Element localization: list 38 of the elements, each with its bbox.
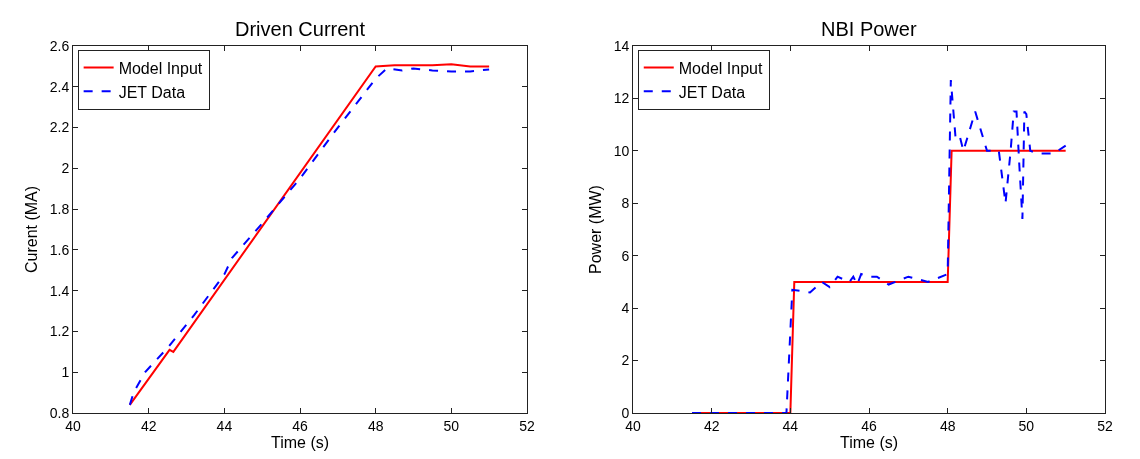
y-tick-label: 2.4	[49, 78, 70, 95]
x-axis-title: Time (s)	[271, 433, 330, 451]
y-tick-label: 1.6	[49, 241, 70, 258]
y-tick-label: 2	[621, 352, 630, 369]
chart-title: Driven Current	[235, 18, 366, 40]
legend-label: Model Input	[678, 59, 763, 77]
y-tick-label: 1.2	[49, 323, 70, 340]
y-tick-label: 1	[61, 364, 70, 381]
x-tick-label: 52	[519, 417, 535, 434]
x-tick-label: 46	[861, 417, 878, 434]
y-tick-label: 2	[61, 160, 70, 177]
x-tick-label: 48	[939, 417, 956, 434]
chart-title: NBI Power	[821, 18, 917, 40]
legend-label: Model Input	[118, 59, 203, 77]
y-tick-label: 2.2	[49, 119, 70, 136]
y-tick-label: 10	[613, 142, 630, 159]
y-tick-label: 1.8	[49, 201, 70, 218]
y-tick-label: 6	[621, 247, 630, 264]
x-tick-label: 52	[1097, 417, 1113, 434]
y-tick-label: 14	[613, 37, 630, 54]
legend-label: JET Data	[118, 83, 186, 101]
y-tick-label: 1.4	[49, 282, 70, 299]
x-axis-title: Time (s)	[839, 433, 899, 451]
x-tick-label: 42	[140, 417, 157, 434]
x-tick-label: 44	[216, 417, 233, 434]
x-tick-label: 48	[367, 417, 384, 434]
y-axis-title: Curent (MA)	[22, 185, 40, 274]
y-tick-label: 4	[621, 300, 630, 317]
x-tick-label: 42	[703, 417, 720, 434]
x-tick-label: 50	[1018, 417, 1035, 434]
x-tick-label: 46	[292, 417, 309, 434]
legend-label: JET Data	[678, 83, 746, 101]
y-tick-label: 2.6	[49, 37, 70, 54]
y-tick-label: 8	[621, 195, 630, 212]
y-axis-title: Power (MW)	[586, 185, 604, 274]
y-tick-label: 12	[613, 90, 630, 107]
x-tick-label: 50	[443, 417, 460, 434]
x-tick-label: 44	[782, 417, 799, 434]
